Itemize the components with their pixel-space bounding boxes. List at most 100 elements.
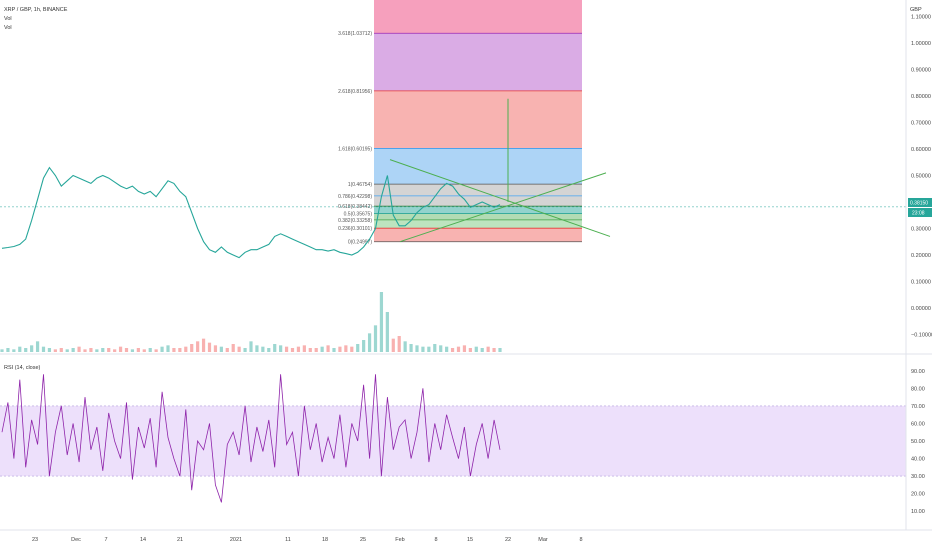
rsi-title: RSI (14, close)	[4, 365, 41, 371]
volume-bar	[498, 348, 502, 352]
volume-bar	[30, 345, 34, 352]
volume-bar	[385, 312, 389, 352]
volume-label-2: Vol	[4, 25, 12, 31]
volume-bar	[225, 348, 229, 352]
volume-bar	[184, 346, 188, 352]
volume-bar	[178, 348, 182, 352]
fib-zone	[374, 228, 582, 242]
volume-bar	[77, 346, 81, 352]
volume-bar	[486, 346, 490, 352]
volume-bar	[468, 348, 472, 352]
price-tick-label: 0.00000	[911, 306, 931, 312]
volume-bar	[332, 348, 336, 352]
fib-zone	[374, 213, 582, 220]
volume-bar	[421, 346, 425, 352]
countdown-value: 23:08	[912, 211, 925, 217]
volume-bar	[142, 349, 146, 352]
volume-bar	[190, 344, 194, 352]
volume-bar	[338, 346, 342, 352]
trendline-layer[interactable]	[389, 98, 611, 243]
volume-bar	[320, 346, 324, 352]
volume-bar	[356, 344, 360, 352]
price-line	[1, 166, 501, 259]
fib-level-label: 0(0.24997)	[348, 240, 373, 246]
fib-level-label: 0.786(0.42298)	[338, 194, 372, 200]
volume-bar	[136, 348, 140, 352]
time-tick-label: Dec	[71, 537, 81, 543]
volume-bar	[107, 348, 111, 352]
time-tick-label: Mar	[538, 537, 548, 543]
volume-bar	[18, 346, 22, 352]
volume-bar	[12, 349, 16, 352]
fib-level-label: 1.618(0.60195)	[338, 146, 372, 152]
price-tick-label: 0.60000	[911, 147, 931, 153]
volume-bar	[237, 346, 241, 352]
volume-bar	[243, 348, 247, 352]
trendline-ascending	[399, 172, 607, 243]
fib-level-label: 2.618(0.81956)	[338, 89, 372, 95]
fib-level-label: 0.5(0.35675)	[344, 211, 373, 217]
time-tick-label: Feb	[395, 537, 404, 543]
volume-bar	[160, 346, 164, 352]
volume-bar	[273, 344, 277, 352]
volume-bar	[124, 348, 129, 352]
volume-bar	[249, 341, 253, 352]
volume-bar	[219, 346, 223, 352]
fib-level-label: 0.236(0.30101)	[338, 226, 372, 232]
volume-bar	[450, 348, 455, 352]
fib-zone	[374, 195, 582, 207]
price-tick-label: 0.20000	[911, 253, 931, 259]
rsi-tick-label: 10.00	[911, 509, 925, 515]
volume-bar	[439, 345, 443, 352]
volume-bar	[391, 338, 395, 352]
volume-bar	[53, 349, 57, 352]
volume-bar	[35, 341, 40, 352]
price-tick-label: −0.10000	[911, 332, 932, 338]
time-tick-label: 11	[285, 537, 291, 543]
volume-bar	[362, 340, 366, 352]
time-tick-label: 8	[434, 537, 437, 543]
volume-bar	[95, 349, 99, 352]
rsi-tick-label: 40.00	[911, 457, 925, 463]
volume-bar	[118, 346, 123, 352]
volume-bar	[101, 348, 105, 352]
fib-extension-layer[interactable]: 0(0.24997)0.236(0.30101)0.382(0.33258)0.…	[338, 0, 582, 246]
trendline-descending	[389, 159, 611, 237]
volume-bar	[456, 346, 461, 352]
price-tick-label: 0.10000	[911, 279, 931, 285]
volume-bar	[71, 348, 75, 352]
price-tick-label: 0.30000	[911, 226, 931, 232]
time-tick-label: 15	[467, 537, 473, 543]
price-tick-label: 0.90000	[911, 68, 931, 74]
volume-bar	[6, 348, 10, 352]
fib-level-label: 0.618(0.38442)	[338, 204, 372, 210]
volume-bar	[397, 336, 401, 352]
volume-bar	[279, 345, 283, 352]
volume-bar	[474, 346, 478, 352]
volume-bar	[172, 348, 176, 352]
time-tick-label: 14	[140, 537, 146, 543]
rsi-band	[0, 405, 906, 477]
volume-bar	[350, 346, 354, 352]
rsi-tick-label: 70.00	[911, 404, 925, 410]
volume-layer	[0, 292, 502, 352]
rsi-tick-label: 80.00	[911, 386, 925, 392]
rsi-tick-label: 20.00	[911, 492, 925, 498]
volume-bar	[130, 349, 135, 352]
volume-bar	[290, 348, 295, 352]
volume-bar	[403, 341, 407, 352]
volume-bar	[148, 348, 152, 352]
fib-zone	[374, 219, 582, 229]
volume-bar	[154, 349, 158, 352]
volume-bar	[166, 345, 170, 352]
volume-bar	[427, 346, 431, 352]
fib-level-label: 3.618(1.03712)	[338, 31, 372, 37]
volume-bar	[480, 348, 484, 352]
volume-bar	[113, 349, 117, 352]
countdown-tag	[908, 208, 932, 217]
volume-bar	[296, 346, 301, 352]
fib-zone	[374, 0, 582, 34]
volume-bar	[65, 349, 69, 352]
